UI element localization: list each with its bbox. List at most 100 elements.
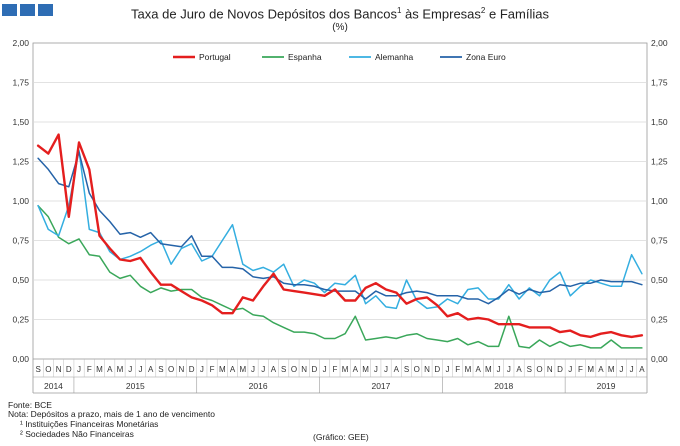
- y-tick-label-left: 1,25: [12, 157, 29, 167]
- year-label: 2017: [371, 381, 390, 391]
- x-tick-label: J: [630, 365, 634, 374]
- x-tick-label: D: [189, 365, 195, 374]
- legend-label-zona-euro: Zona Euro: [466, 52, 506, 62]
- x-tick-label: N: [424, 365, 430, 374]
- x-tick-label: J: [507, 365, 511, 374]
- x-tick-label: M: [485, 365, 492, 374]
- x-tick-label: J: [445, 365, 449, 374]
- x-tick-label: A: [516, 365, 522, 374]
- logo-block-3: [38, 4, 53, 16]
- x-tick-label: N: [178, 365, 184, 374]
- x-tick-label: A: [353, 365, 359, 374]
- x-tick-label: S: [158, 365, 163, 374]
- x-tick-label: J: [261, 365, 265, 374]
- x-tick-label: A: [598, 365, 604, 374]
- x-tick-label: M: [608, 365, 615, 374]
- x-tick-label: J: [200, 365, 204, 374]
- year-label: 2018: [494, 381, 513, 391]
- x-tick-label: M: [587, 365, 594, 374]
- logo-block-2: [20, 4, 35, 16]
- x-tick-label: A: [639, 365, 645, 374]
- x-tick-label: J: [374, 365, 378, 374]
- year-label: 2016: [249, 381, 268, 391]
- x-tick-label: A: [394, 365, 400, 374]
- y-tick-label-left: 0,50: [12, 275, 29, 285]
- x-tick-label: F: [332, 365, 337, 374]
- x-tick-label: F: [578, 365, 583, 374]
- x-tick-label: S: [35, 365, 40, 374]
- x-tick-label: N: [301, 365, 307, 374]
- x-tick-label: O: [45, 365, 51, 374]
- y-tick-label-right: 0,25: [651, 315, 668, 325]
- x-tick-label: A: [107, 365, 113, 374]
- x-tick-label: O: [536, 365, 542, 374]
- x-tick-label: A: [148, 365, 154, 374]
- year-label: 2015: [126, 381, 145, 391]
- footnote-main: Nota: Depósitos a prazo, mais de 1 ano d…: [8, 409, 215, 419]
- x-tick-label: J: [251, 365, 255, 374]
- series-line-zona-euro: [37, 151, 643, 305]
- y-tick-label-left: 0,00: [12, 354, 29, 364]
- y-tick-label-right: 2,00: [651, 38, 668, 48]
- y-tick-label-left: 1,50: [12, 117, 29, 127]
- x-tick-label: A: [271, 365, 277, 374]
- x-tick-label: J: [619, 365, 623, 374]
- y-tick-label-left: 0,75: [12, 236, 29, 246]
- x-tick-label: J: [77, 365, 81, 374]
- x-tick-label: M: [219, 365, 226, 374]
- legend-label-alemanha: Alemanha: [375, 52, 414, 62]
- x-tick-label: S: [527, 365, 532, 374]
- x-tick-label: M: [117, 365, 124, 374]
- x-tick-label: S: [281, 365, 286, 374]
- x-tick-label: D: [312, 365, 318, 374]
- y-tick-label-left: 1,00: [12, 196, 29, 206]
- x-tick-label: J: [128, 365, 132, 374]
- year-label: 2014: [44, 381, 63, 391]
- y-tick-label-right: 0,75: [651, 236, 668, 246]
- x-tick-label: J: [323, 365, 327, 374]
- chart-title: Taxa de Juro de Novos Depósitos dos Banc…: [131, 6, 549, 22]
- series-line-portugal: [36, 133, 644, 339]
- x-tick-label: O: [414, 365, 420, 374]
- y-tick-label-right: 1,00: [651, 196, 668, 206]
- x-tick-label: J: [138, 365, 142, 374]
- x-tick-label: A: [475, 365, 481, 374]
- x-tick-label: D: [557, 365, 563, 374]
- x-tick-label: F: [210, 365, 215, 374]
- x-tick-label: J: [497, 365, 501, 374]
- legend-label-portugal: Portugal: [199, 52, 231, 62]
- x-tick-label: D: [434, 365, 440, 374]
- y-tick-label-left: 0,25: [12, 315, 29, 325]
- y-tick-label-right: 1,75: [651, 78, 668, 88]
- x-tick-label: M: [362, 365, 369, 374]
- y-tick-label-left: 2,00: [12, 38, 29, 48]
- x-tick-label: J: [568, 365, 572, 374]
- series-line-alemanha: [37, 149, 643, 310]
- chart-credit: (Gráfico: GEE): [313, 432, 369, 442]
- legend-label-espanha: Espanha: [288, 52, 322, 62]
- x-tick-label: S: [404, 365, 409, 374]
- year-label: 2019: [597, 381, 616, 391]
- x-tick-label: O: [168, 365, 174, 374]
- x-tick-label: N: [56, 365, 62, 374]
- series-line-espanha: [37, 204, 643, 349]
- footnote-2: ² Sociedades Não Financeiras: [20, 429, 134, 439]
- y-tick-label-left: 1,75: [12, 78, 29, 88]
- x-tick-label: J: [384, 365, 388, 374]
- y-tick-label-right: 1,25: [651, 157, 668, 167]
- y-tick-label-right: 0,00: [651, 354, 668, 364]
- logo-block-1: [2, 4, 17, 16]
- y-tick-label-right: 1,50: [651, 117, 668, 127]
- x-tick-label: M: [96, 365, 103, 374]
- x-tick-label: O: [291, 365, 297, 374]
- y-tick-label-right: 0,50: [651, 275, 668, 285]
- x-tick-label: A: [230, 365, 236, 374]
- x-tick-label: F: [87, 365, 92, 374]
- x-tick-label: N: [547, 365, 553, 374]
- x-tick-label: D: [66, 365, 72, 374]
- source-note: Fonte: BCE: [8, 400, 52, 410]
- x-tick-label: M: [239, 365, 246, 374]
- x-tick-label: M: [342, 365, 349, 374]
- x-tick-label: F: [455, 365, 460, 374]
